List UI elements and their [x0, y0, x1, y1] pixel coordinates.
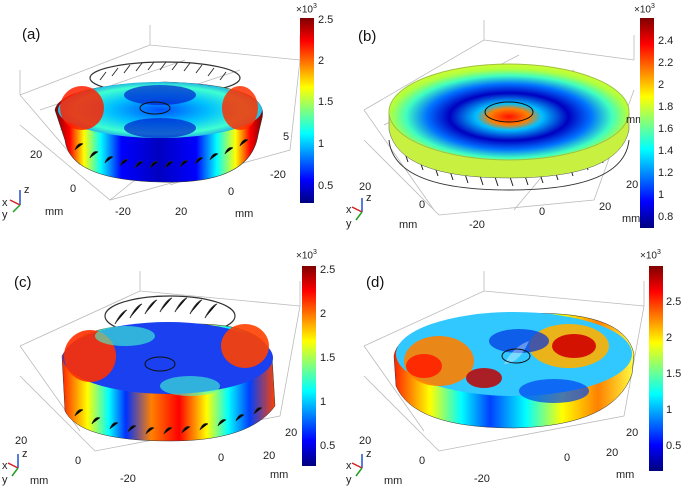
panel-b-unit-z: mm — [626, 114, 644, 126]
panel-b-scene: 20 0 -20 0 20 20 mm mm mm z x y — [346, 20, 644, 231]
panel-d-grid — [363, 271, 645, 452]
panel-a-label: (a) — [22, 26, 41, 43]
panel-c-xtick-0: 0 — [218, 452, 224, 464]
panel-b-unit-y: mm — [399, 219, 417, 231]
panel-d-xtick-20: 20 — [606, 447, 618, 459]
panel-b-cb-tick-3: 1.8 — [658, 101, 674, 113]
panel-c-xtick-m20: -20 — [120, 473, 136, 485]
panel-b-cb-tick-4: 1.6 — [658, 123, 674, 135]
panel-a-scene: 20 0 -20 20 0 -20 mm mm 5 z x y — [2, 25, 301, 221]
panel-a-coil — [99, 61, 227, 81]
panel-d-cb-tick-3: 1 — [666, 404, 673, 416]
panel-c-unit-x: mm — [270, 469, 288, 481]
panel-a-ytick-20: 20 — [30, 149, 42, 161]
panel-d-cb-tick-4: 0.5 — [666, 440, 682, 452]
panel-a-multiplier: ×103 — [296, 3, 317, 16]
panel-b-triad: z x y — [346, 192, 372, 230]
panel-c-colorbar — [302, 266, 316, 466]
panel-c-coil — [114, 297, 218, 325]
panel-b-cb-tick-0: 2.4 — [658, 35, 674, 47]
panel-a-xtick-0: 0 — [228, 186, 234, 198]
panel-c-ytick-0: 0 — [75, 455, 81, 467]
panel-a-unit-y: mm — [45, 206, 63, 218]
panel-d: 20 0 -20 0 20 20 mm mm z x y (d) ×103 2.… — [344, 246, 688, 491]
panel-b-xtick-0: 0 — [539, 206, 545, 218]
svg-text:x: x — [346, 204, 352, 216]
panel-d-cb-tick-0: 2.5 — [666, 296, 682, 308]
panel-b-cb-tick-7: 1 — [658, 189, 665, 201]
panel-a: 20 0 -20 20 0 -20 mm mm 5 z x y (a) ×103… — [0, 0, 344, 245]
panel-a-cb-tick-1: 2 — [318, 55, 325, 67]
panel-c-cb-tick-1: 2 — [320, 308, 327, 320]
panel-c-unit-y: mm — [30, 475, 48, 487]
panel-b-colorbar — [640, 18, 654, 228]
panel-b-xtick-20: 20 — [599, 201, 611, 213]
panel-c-coil-front — [74, 407, 263, 435]
panel-c-triad: z x y — [2, 448, 28, 486]
panel-b-ytick-20: 20 — [359, 181, 371, 193]
svg-text:y: y — [2, 209, 8, 221]
svg-text:z: z — [24, 184, 30, 196]
panel-c-cb-tick-3: 1 — [320, 396, 327, 408]
panel-b-cb-tick-6: 1.2 — [658, 167, 674, 179]
panel-b: 20 0 -20 0 20 20 mm mm mm z x y (b) ×103… — [344, 0, 688, 245]
panel-a-triad: z x y — [2, 184, 30, 221]
panel-b-cb-tick-8: 0.8 — [658, 211, 674, 223]
panel-d-ztick: 20 — [626, 427, 638, 439]
svg-text:y: y — [2, 474, 8, 486]
panel-a-cb-tick-0: 2.5 — [318, 14, 334, 26]
panel-a-unit-x: mm — [235, 208, 253, 220]
panel-d-label: (d) — [366, 274, 385, 291]
panel-b-multiplier: ×103 — [634, 3, 655, 16]
panel-a-ytick-m20: -20 — [115, 206, 131, 218]
panel-d-xtick-0: 0 — [564, 452, 570, 464]
panel-a-coil-front — [74, 139, 249, 169]
panel-d-scene: 20 0 -20 0 20 20 mm mm z x y — [346, 271, 645, 487]
panel-b-cb-tick-2: 2 — [658, 79, 665, 91]
panel-c-ytick-20: 20 — [15, 435, 27, 447]
panel-d-xtick-m20: -20 — [474, 473, 490, 485]
svg-text:y: y — [346, 218, 352, 230]
panel-d-triad: z x y — [346, 448, 372, 486]
panel-d-cb-tick-1: 2 — [666, 332, 673, 344]
panel-d-unit-y: mm — [384, 475, 402, 487]
panel-c-ztick: 20 — [285, 427, 297, 439]
panel-d-unit-x: mm — [616, 469, 634, 481]
svg-text:z: z — [22, 448, 28, 460]
panel-c-cb-tick-2: 1.5 — [320, 352, 336, 364]
svg-text:x: x — [2, 197, 8, 209]
panel-a-ytick-0: 0 — [70, 183, 76, 195]
panel-c-multiplier: ×103 — [296, 249, 317, 262]
panel-c-cb-tick-0: 2.5 — [320, 264, 336, 276]
panel-c-cb-tick-4: 0.5 — [320, 440, 336, 452]
panel-c-label: (c) — [14, 274, 32, 291]
svg-text:x: x — [346, 460, 352, 472]
panel-b-xtick-m20: -20 — [469, 219, 485, 231]
panel-a-xtick-20: 20 — [175, 206, 187, 218]
panel-a-cb-tick-3: 1 — [318, 138, 325, 150]
panel-b-ytick-0: 0 — [419, 199, 425, 211]
panel-d-ytick-0: 0 — [419, 455, 425, 467]
panel-a-ztick: 5 — [283, 131, 289, 143]
panel-d-colorbar — [649, 266, 663, 471]
panel-a-colorbar — [300, 18, 314, 203]
svg-text:z: z — [366, 192, 372, 204]
panel-c-scene: 20 0 -20 0 20 20 mm mm z x y — [2, 271, 301, 487]
panel-b-label: (b) — [358, 28, 377, 45]
panel-c: 20 0 -20 0 20 20 mm mm z x y (c) ×103 2.… — [0, 246, 344, 491]
panel-b-unit-x: mm — [622, 213, 640, 225]
panel-a-cb-tick-2: 1.5 — [318, 96, 334, 108]
panel-d-ytick-20: 20 — [359, 435, 371, 447]
panel-d-cb-tick-2: 1.5 — [666, 368, 682, 380]
svg-text:z: z — [366, 448, 372, 460]
panel-b-cb-tick-1: 2.2 — [658, 57, 674, 69]
panel-b-ztick: 20 — [626, 179, 638, 191]
svg-text:y: y — [346, 474, 352, 486]
panel-d-multiplier: ×103 — [640, 249, 661, 262]
panel-a-xtick-m20: -20 — [270, 169, 286, 181]
panel-c-xtick-20: 20 — [263, 450, 275, 462]
svg-text:x: x — [2, 460, 8, 472]
panel-a-cb-tick-4: 0.5 — [318, 180, 334, 192]
panel-b-cb-tick-5: 1.4 — [658, 145, 674, 157]
